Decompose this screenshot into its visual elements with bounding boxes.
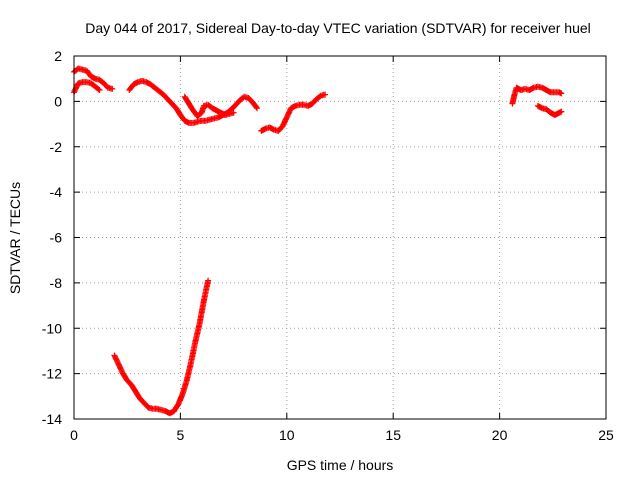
x-tick-label: 0 — [70, 427, 78, 443]
plot-frame — [73, 55, 607, 420]
x-axis-label: GPS time / hours — [287, 457, 394, 473]
y-tick-label: -14 — [42, 411, 62, 427]
series-track-deep — [111, 277, 212, 417]
x-tick-label: 25 — [598, 427, 614, 443]
y-tick-label: -12 — [42, 366, 62, 382]
series-track-night-a — [509, 83, 565, 107]
y-tick-label: 0 — [54, 93, 62, 109]
x-tick-label: 20 — [492, 427, 508, 443]
chart-title: Day 044 of 2017, Sidereal Day-to-day VTE… — [85, 20, 591, 36]
y-tick-label: -10 — [42, 320, 62, 336]
y-axis-label: SDTVAR / TECUs — [7, 182, 23, 294]
series-markers — [126, 78, 260, 126]
y-tick-label: -2 — [50, 139, 63, 155]
series-markers — [111, 277, 212, 417]
data-points — [71, 65, 565, 417]
series-markers — [534, 102, 565, 118]
series-track-day-b — [181, 93, 237, 120]
series-track-day-c — [258, 91, 329, 134]
series-markers — [181, 93, 237, 120]
y-tick-label: -4 — [50, 184, 63, 200]
x-tick-label: 10 — [279, 427, 295, 443]
x-tick-label: 15 — [385, 427, 401, 443]
series-markers — [258, 91, 329, 134]
series-markers — [509, 83, 565, 107]
y-tick-label: -8 — [50, 275, 63, 291]
axis-ticks: 0 5 10 15 20 25 -14 -12 -10 -8 -6 -4 -2 0 2 — [42, 48, 614, 443]
y-tick-label: 2 — [54, 48, 62, 64]
y-tick-label: -6 — [50, 230, 63, 246]
series-track-day-a — [126, 78, 260, 126]
x-tick-label: 5 — [177, 427, 185, 443]
series-track-night-b — [534, 102, 565, 118]
